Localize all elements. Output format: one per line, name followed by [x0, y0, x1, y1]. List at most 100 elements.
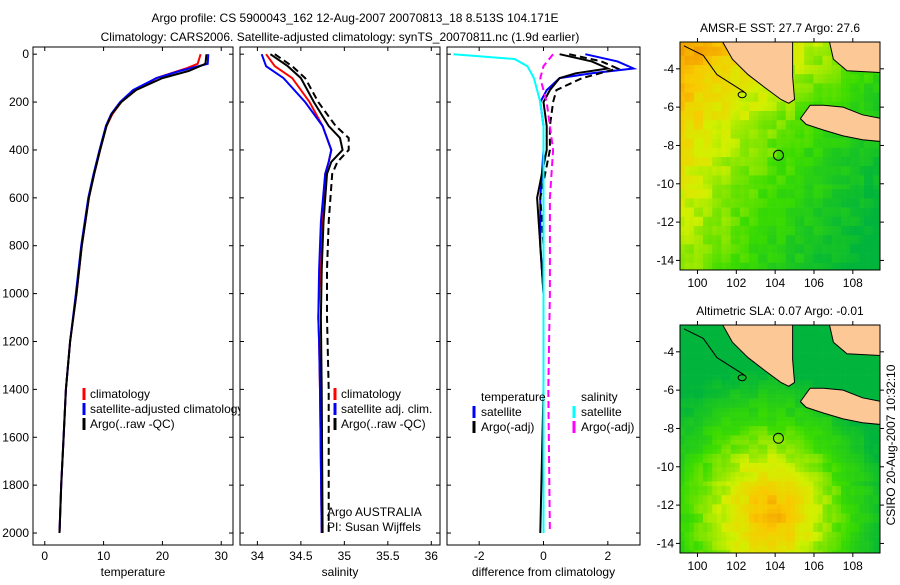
map-cell — [680, 74, 685, 80]
map-cell — [877, 495, 880, 501]
map-cell — [864, 207, 869, 213]
map-cell — [859, 444, 865, 450]
map-cell — [726, 92, 731, 98]
map-cell — [799, 51, 805, 57]
map-cell — [758, 147, 764, 153]
map-cell — [680, 440, 685, 445]
map-cell — [785, 253, 791, 259]
map-cell — [850, 249, 856, 254]
map-cell — [854, 536, 860, 542]
map-cell — [799, 550, 805, 553]
map-cell — [859, 207, 865, 213]
map-cell — [758, 550, 764, 553]
map-cell — [827, 69, 833, 75]
map-cell — [850, 444, 856, 450]
map-cell — [753, 138, 759, 144]
map-cell — [739, 239, 745, 245]
map-cell — [689, 366, 695, 372]
map-cell — [684, 78, 690, 84]
map-cell — [781, 101, 787, 107]
map-cell — [721, 262, 727, 268]
map-cell — [808, 203, 814, 208]
map-cell — [693, 550, 699, 553]
map-cell — [762, 161, 768, 167]
map-cell — [680, 239, 685, 245]
map-cell — [749, 134, 754, 139]
map-cell — [680, 541, 685, 547]
map-cell — [698, 262, 704, 268]
map-cell — [716, 541, 722, 547]
map-cell — [873, 490, 879, 496]
map-cell — [795, 518, 800, 524]
map-cell — [693, 138, 699, 144]
map-cell — [808, 170, 814, 176]
map-cell — [859, 375, 865, 381]
map-cell — [864, 371, 869, 376]
map-cell — [799, 449, 805, 455]
map-cell — [762, 138, 768, 144]
map-cell — [762, 244, 768, 250]
map-cell — [693, 472, 699, 478]
map-cell — [707, 536, 713, 542]
map-cell — [716, 417, 722, 422]
map-cell — [739, 253, 745, 259]
map-cell — [845, 421, 851, 427]
map-cell — [822, 175, 828, 181]
map-cell — [703, 42, 708, 47]
map-cell — [739, 180, 745, 185]
map-cell — [698, 152, 704, 158]
map-cell — [873, 449, 879, 455]
map-cell — [753, 366, 759, 372]
map-cell — [841, 522, 846, 528]
map-cell — [795, 239, 800, 245]
map-cell — [859, 226, 865, 231]
map-cell — [703, 527, 708, 533]
map-cell — [868, 513, 874, 519]
map-cell — [785, 262, 791, 268]
map-cell — [684, 421, 690, 427]
map-cell — [726, 74, 731, 80]
map-cell — [813, 134, 819, 139]
map-cell — [873, 235, 879, 241]
map-cell — [831, 78, 837, 84]
map-cell — [772, 120, 777, 126]
map-cell — [735, 536, 741, 542]
map-cell — [868, 467, 874, 473]
map-cell — [841, 513, 846, 519]
map-cell — [795, 244, 800, 250]
map-cell — [726, 253, 731, 259]
map-cell — [845, 189, 851, 195]
map-cell — [877, 221, 880, 227]
map-cell — [790, 101, 796, 107]
map-cell — [716, 88, 722, 93]
map-cell — [813, 175, 819, 181]
map-cell — [831, 361, 837, 367]
map-cell — [818, 463, 823, 468]
map-cell — [721, 267, 727, 270]
map-cell — [758, 230, 764, 236]
map-cell — [712, 97, 718, 103]
map-cell — [799, 65, 805, 70]
map-cell — [818, 357, 823, 363]
map-cell — [841, 527, 846, 533]
map-cell — [739, 152, 745, 158]
map-cell — [684, 536, 690, 542]
map-cell — [831, 161, 837, 167]
map-cell — [804, 444, 810, 450]
map-cell — [739, 467, 745, 473]
map-cell — [845, 157, 851, 162]
map-cell — [836, 143, 842, 149]
map-cell — [753, 550, 759, 553]
map-cell — [753, 421, 759, 427]
map-cell — [758, 421, 764, 427]
y-tick-label: 1400 — [2, 382, 29, 396]
map-cell — [693, 444, 699, 450]
map-cell — [749, 138, 754, 144]
map-cell — [721, 101, 727, 107]
map-cell — [693, 412, 699, 418]
map-cell — [808, 522, 814, 528]
map-cell — [822, 46, 828, 52]
map-cell — [854, 166, 860, 172]
map-cell — [836, 244, 842, 250]
map-cell — [772, 509, 777, 514]
